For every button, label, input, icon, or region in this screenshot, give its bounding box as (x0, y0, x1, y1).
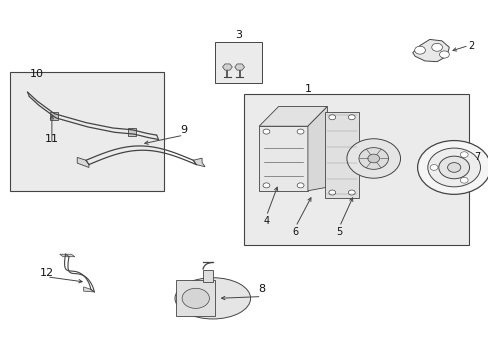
Circle shape (439, 51, 448, 58)
Polygon shape (234, 64, 244, 70)
Circle shape (447, 163, 460, 172)
Polygon shape (77, 157, 89, 167)
FancyBboxPatch shape (50, 112, 58, 120)
Text: 12: 12 (40, 268, 54, 278)
Text: 9: 9 (180, 125, 187, 135)
Circle shape (429, 165, 437, 170)
Circle shape (346, 139, 400, 178)
Circle shape (414, 46, 425, 54)
Circle shape (297, 183, 304, 188)
Circle shape (297, 129, 304, 134)
Circle shape (427, 148, 480, 187)
Text: 7: 7 (473, 152, 480, 162)
Circle shape (438, 156, 468, 179)
Text: 3: 3 (235, 30, 242, 40)
Circle shape (347, 115, 354, 120)
Circle shape (358, 148, 387, 169)
Circle shape (263, 183, 269, 188)
FancyBboxPatch shape (10, 72, 163, 191)
Polygon shape (203, 270, 212, 282)
Text: 2: 2 (467, 41, 473, 50)
Text: 6: 6 (292, 227, 298, 237)
Polygon shape (60, 254, 75, 257)
Polygon shape (259, 107, 327, 126)
Text: 5: 5 (336, 227, 342, 237)
Text: 10: 10 (30, 69, 44, 79)
Text: 11: 11 (45, 134, 59, 144)
Circle shape (459, 177, 467, 183)
Polygon shape (412, 40, 448, 62)
FancyBboxPatch shape (325, 112, 358, 198)
Text: 4: 4 (263, 216, 269, 226)
FancyBboxPatch shape (176, 280, 215, 316)
Circle shape (347, 190, 354, 195)
Text: 1: 1 (304, 84, 311, 94)
Ellipse shape (175, 278, 250, 319)
Polygon shape (307, 107, 327, 191)
Circle shape (459, 152, 467, 158)
Circle shape (328, 190, 335, 195)
FancyBboxPatch shape (244, 94, 468, 244)
Polygon shape (222, 64, 232, 70)
Circle shape (417, 140, 488, 194)
Circle shape (431, 43, 442, 51)
Circle shape (182, 288, 209, 309)
FancyBboxPatch shape (215, 42, 261, 83)
FancyBboxPatch shape (128, 129, 136, 136)
Circle shape (263, 129, 269, 134)
Circle shape (328, 115, 335, 120)
Circle shape (367, 154, 379, 163)
FancyBboxPatch shape (259, 126, 307, 191)
Text: 8: 8 (258, 284, 264, 294)
Polygon shape (83, 287, 94, 292)
Polygon shape (193, 158, 204, 167)
